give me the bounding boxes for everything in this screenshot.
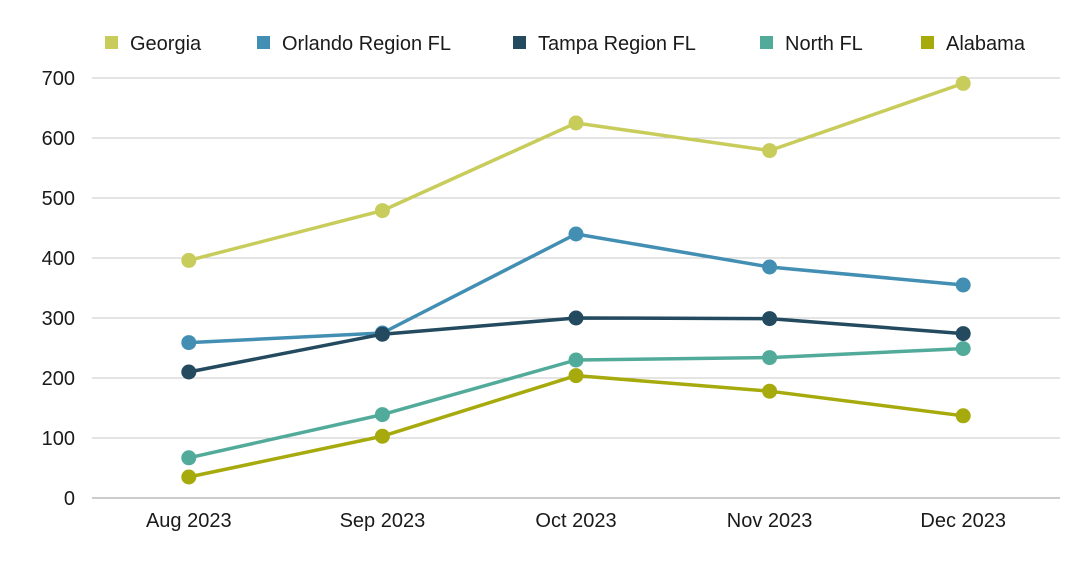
data-point <box>955 408 971 424</box>
legend: Georgia Orlando Region FL Tampa Region FL N… <box>105 33 1026 55</box>
data-point <box>955 326 971 342</box>
data-point <box>568 226 584 242</box>
legend-label: Alabama <box>946 33 1026 55</box>
legend-item: Alabama <box>921 33 1026 55</box>
series-north-fl <box>181 341 971 466</box>
legend-label: Orlando Region FL <box>282 33 451 55</box>
series-lines <box>181 75 971 485</box>
data-point <box>181 252 197 268</box>
y-tick-label: 100 <box>42 428 75 450</box>
data-point <box>181 450 197 466</box>
y-tick-label: 0 <box>64 488 75 510</box>
data-point <box>762 350 778 366</box>
data-point <box>568 352 584 368</box>
legend-swatch <box>760 36 773 49</box>
legend-item: Orlando Region FL <box>257 33 451 55</box>
gridlines <box>92 77 1060 499</box>
series-line <box>187 373 965 479</box>
data-point <box>762 143 778 159</box>
legend-swatch <box>257 36 270 49</box>
legend-item: Georgia <box>105 33 202 55</box>
data-point <box>762 259 778 275</box>
axes: 0 100 200 300 400 500 600 700 Aug 2023 Sep 2023 Oc… <box>42 68 1006 532</box>
data-point <box>181 469 197 485</box>
y-tick-label: 600 <box>42 128 75 150</box>
series-alabama <box>181 368 971 485</box>
x-tick-label: Aug 2023 <box>146 510 232 532</box>
data-point <box>568 310 584 326</box>
data-point <box>955 341 971 357</box>
y-tick-label: 200 <box>42 368 75 390</box>
legend-label: North FL <box>785 33 863 55</box>
data-point <box>374 407 390 423</box>
y-tick-label: 700 <box>42 68 75 90</box>
data-point <box>762 383 778 399</box>
legend-swatch <box>513 36 526 49</box>
legend-item: North FL <box>760 33 863 55</box>
x-tick-label: Dec 2023 <box>920 510 1006 532</box>
data-point <box>955 277 971 293</box>
y-tick-label: 300 <box>42 308 75 330</box>
legend-label: Tampa Region FL <box>538 33 696 55</box>
y-tick-label: 400 <box>42 248 75 270</box>
data-point <box>181 335 197 351</box>
legend-item: Tampa Region FL <box>513 33 696 55</box>
x-tick-label: Sep 2023 <box>340 510 426 532</box>
data-point <box>568 115 584 131</box>
data-point <box>762 311 778 327</box>
series-tampa-region-fl <box>181 310 971 380</box>
x-tick-label: Oct 2023 <box>535 510 616 532</box>
legend-swatch <box>921 36 934 49</box>
legend-swatch <box>105 36 118 49</box>
legend-label: Georgia <box>130 33 202 55</box>
x-tick-label: Nov 2023 <box>727 510 813 532</box>
data-point <box>374 203 390 219</box>
series-georgia <box>181 75 971 268</box>
y-tick-label: 500 <box>42 188 75 210</box>
data-point <box>955 75 971 91</box>
data-point <box>374 326 390 342</box>
data-point <box>181 364 197 380</box>
data-point <box>568 368 584 384</box>
series-orlando-region-fl <box>181 226 971 351</box>
data-point <box>374 428 390 444</box>
